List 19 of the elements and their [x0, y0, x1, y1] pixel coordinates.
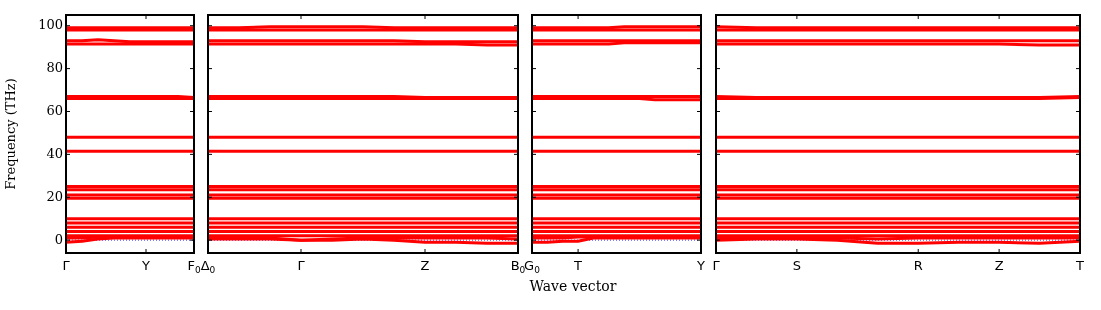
y-axis-title: Frequency (THz): [3, 78, 19, 190]
x-tick-label: R: [913, 258, 923, 273]
x-axis-title: Wave vector: [528, 278, 618, 294]
y-tick-label: 20: [46, 188, 63, 204]
y-tick-label: 60: [46, 102, 63, 118]
x-tick-label: Γ: [297, 258, 306, 273]
x-tick-label: T: [573, 258, 583, 273]
x-tick-label: S: [792, 258, 802, 273]
y-tick-label: 0: [54, 231, 63, 247]
x-tick-label: Γ: [62, 258, 71, 273]
y-tick-label: 80: [46, 59, 63, 75]
x-tick-label: Z: [994, 258, 1004, 273]
x-tick-label: T: [1075, 258, 1085, 273]
x-tick-label: Γ: [712, 258, 721, 273]
y-tick-label: 40: [46, 145, 63, 161]
x-tick-label: Z: [420, 258, 430, 273]
x-tick-label: Y: [141, 258, 151, 273]
y-tick-label: 100: [38, 17, 63, 33]
x-tick-label: Y: [696, 258, 706, 273]
